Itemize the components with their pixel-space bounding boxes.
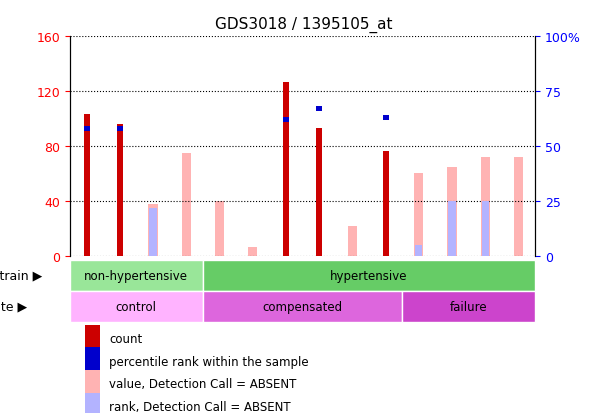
Bar — [83, 115, 89, 256]
Text: rank, Detection Call = ABSENT: rank, Detection Call = ABSENT — [109, 400, 291, 413]
Bar — [283, 118, 289, 123]
Bar — [148, 204, 157, 256]
Bar — [447, 167, 457, 256]
Text: control: control — [116, 300, 157, 313]
Text: non-hypertensive: non-hypertensive — [85, 269, 188, 282]
Text: failure: failure — [450, 300, 488, 313]
Bar — [382, 116, 389, 121]
Bar — [85, 325, 100, 352]
Bar — [248, 248, 257, 256]
Text: hypertensive: hypertensive — [330, 269, 408, 282]
Text: compensated: compensated — [263, 300, 342, 313]
Bar — [514, 157, 523, 256]
Bar — [182, 154, 191, 256]
Text: GDS3018 / 1395105_at: GDS3018 / 1395105_at — [215, 17, 393, 33]
Bar — [203, 260, 535, 291]
Text: count: count — [109, 332, 143, 345]
Bar — [85, 348, 100, 375]
Bar — [117, 127, 123, 131]
Bar — [482, 201, 489, 256]
Bar — [203, 291, 402, 322]
Bar — [448, 201, 455, 256]
Bar — [382, 152, 389, 256]
Bar — [117, 125, 123, 256]
Bar — [283, 82, 289, 256]
Bar — [316, 129, 322, 256]
Bar — [316, 107, 322, 112]
Bar — [70, 291, 203, 322]
Bar — [402, 291, 535, 322]
Bar — [85, 370, 100, 398]
Bar — [415, 245, 423, 256]
Bar — [85, 393, 100, 413]
Text: strain ▶: strain ▶ — [0, 269, 43, 282]
Text: disease state ▶: disease state ▶ — [0, 300, 27, 313]
Text: percentile rank within the sample: percentile rank within the sample — [109, 355, 309, 368]
Bar — [414, 174, 423, 256]
Bar — [480, 157, 490, 256]
Text: value, Detection Call = ABSENT: value, Detection Call = ABSENT — [109, 377, 297, 390]
Bar — [348, 226, 357, 256]
Bar — [70, 260, 203, 291]
Bar — [150, 208, 157, 256]
Bar — [215, 201, 224, 256]
Bar — [83, 127, 89, 131]
